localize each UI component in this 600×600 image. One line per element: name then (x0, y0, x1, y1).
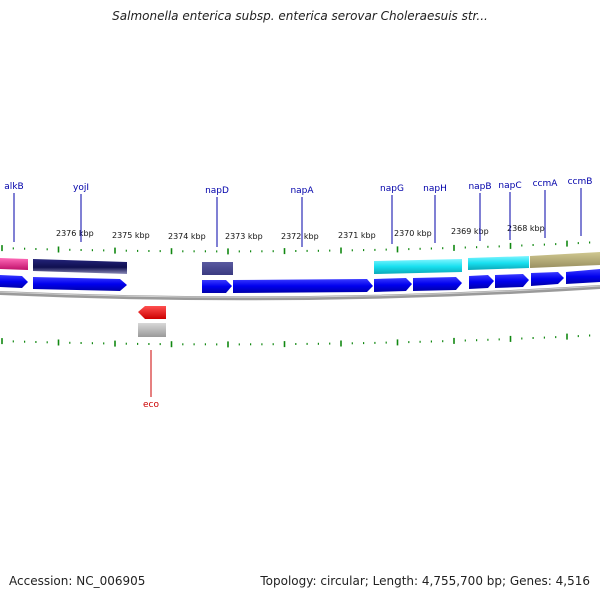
cog-bar-alkb (0, 258, 28, 270)
gene-arrow-napg[interactable] (374, 278, 412, 292)
gene-arrow-napc[interactable] (495, 274, 529, 288)
gene-label-eco[interactable]: eco (143, 400, 159, 410)
kbp-label: 2376 kbp (56, 229, 94, 238)
gene-label-napa[interactable]: napA (290, 186, 314, 196)
gene-arrow-napa[interactable] (233, 279, 373, 293)
gene-arrow-napb[interactable] (469, 275, 494, 289)
cog-bar-napbc (468, 256, 529, 270)
gene-arrow-naph[interactable] (413, 277, 462, 291)
gene-arrow-alkb[interactable] (0, 275, 28, 288)
kbp-label: 2369 kbp (451, 227, 489, 236)
gene-arrow-ccma[interactable] (531, 272, 564, 286)
gene-label-ccma[interactable]: ccmA (533, 179, 559, 189)
gene-label-napd[interactable]: napD (205, 186, 229, 196)
tick-row-top (1, 240, 591, 255)
kbp-label: 2373 kbp (225, 232, 263, 241)
gene-label-alkb[interactable]: alkB (4, 182, 23, 192)
genome-summary: Topology: circular; Length: 4,755,700 bp… (260, 574, 590, 588)
genome-backbone-highlight (0, 285, 600, 298)
cog-bar-eco (138, 323, 166, 337)
kbp-labels: 2376 kbp 2375 kbp 2374 kbp 2373 kbp 2372… (56, 224, 545, 241)
kbp-label: 2370 kbp (394, 229, 432, 238)
kbp-label: 2371 kbp (338, 231, 376, 240)
tick-row-bottom (1, 333, 591, 348)
cog-bar-napgh (374, 259, 462, 274)
gene-label-napg[interactable]: napG (380, 184, 404, 194)
label-leaders (13, 188, 582, 247)
gene-labels: alkB yojI napD napA napG napH napB napC … (4, 177, 592, 410)
cog-bar-napd (202, 262, 233, 275)
kbp-label: 2372 kbp (281, 232, 319, 241)
gene-label-naph[interactable]: napH (423, 184, 447, 194)
gene-arrow-napd[interactable] (202, 280, 232, 293)
forward-genes (0, 269, 600, 293)
gene-arrow-ccmb[interactable] (566, 269, 600, 284)
cog-bar-yoji (33, 259, 127, 274)
gene-arrow-yoji[interactable] (33, 277, 127, 291)
cog-bars (0, 252, 600, 275)
gene-label-yoji[interactable]: yojI (73, 183, 89, 193)
gene-label-napb[interactable]: napB (468, 182, 491, 192)
kbp-label: 2368 kbp (507, 224, 545, 233)
genome-backbone (0, 285, 600, 301)
gene-label-napc[interactable]: napC (498, 181, 521, 191)
kbp-label: 2375 kbp (112, 231, 150, 240)
gene-label-ccmb[interactable]: ccmB (568, 177, 593, 187)
gene-arrow-eco[interactable] (138, 306, 166, 319)
accession-label: Accession: NC_006905 (9, 574, 146, 588)
kbp-label: 2374 kbp (168, 232, 206, 241)
map-title: Salmonella enterica subsp. enterica sero… (112, 9, 488, 23)
reverse-genes (138, 306, 166, 337)
cog-bar-ccm (530, 252, 600, 268)
